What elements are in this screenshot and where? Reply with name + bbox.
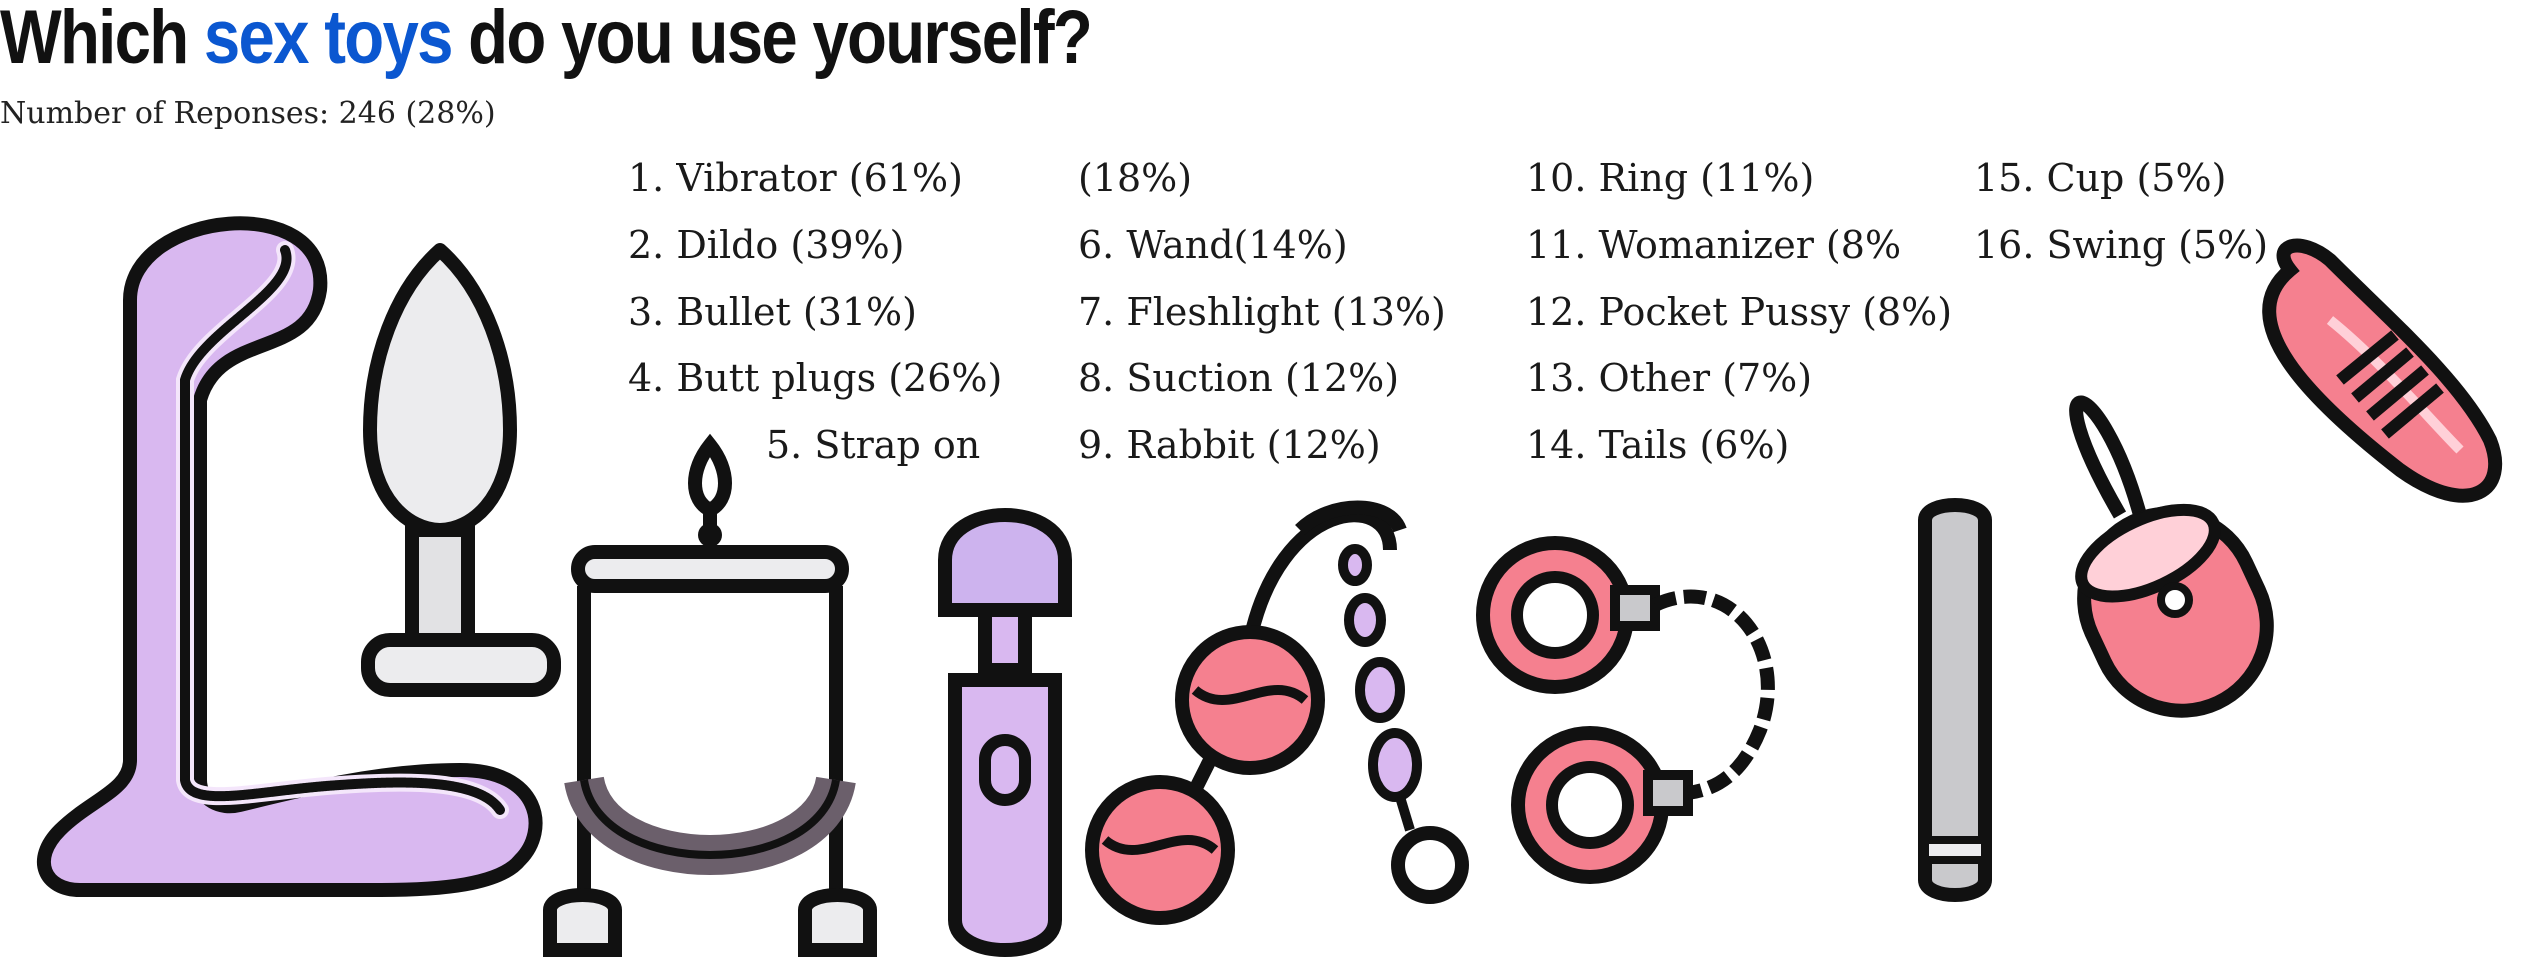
anal-beads-icon <box>1295 500 1469 904</box>
list-item: 7. Fleshlight (13%) <box>1078 290 1446 334</box>
handcuffs-icon <box>1476 536 1775 884</box>
list-item: 2. Dildo (39%) <box>628 223 905 267</box>
wand-icon <box>938 508 1072 957</box>
list-item: (18%) <box>1078 156 1193 200</box>
sex-swing-icon <box>543 433 877 957</box>
kegel-balls-icon <box>1085 508 1397 925</box>
list-item: 10. Ring (11%) <box>1526 156 1815 200</box>
butt-plug-icon <box>361 243 561 697</box>
page-title: Which sex toys do you use yourself? <box>0 0 1093 81</box>
dildo-icon <box>36 216 543 897</box>
list-item: 13. Other (7%) <box>1526 356 1813 400</box>
list-item: 11. Womanizer (8% <box>1526 223 1902 267</box>
list-item: 1. Vibrator (61%) <box>628 156 963 200</box>
list-item: 12. Pocket Pussy (8%) <box>1526 290 1953 334</box>
bullet-egg-icon <box>2069 395 2274 718</box>
list-item: 16. Swing (5%) <box>1974 223 2269 267</box>
list-item: 15. Cup (5%) <box>1974 156 2227 200</box>
list-item: 3. Bullet (31%) <box>628 290 917 334</box>
title-after: do you use yourself? <box>451 0 1093 80</box>
list-item: 4. Butt plugs (26%) <box>628 356 1003 400</box>
list-item: 5. Strap on <box>766 423 981 467</box>
vibrator-stick-icon <box>1918 498 1992 902</box>
response-count: Number of Reponses: 246 (28%) <box>0 96 496 131</box>
list-item: 6. Wand(14%) <box>1078 223 1348 267</box>
title-highlight: sex toys <box>203 0 454 80</box>
list-item: 8. Suction (12%) <box>1078 356 1400 400</box>
list-item: 9. Rabbit (12%) <box>1078 423 1381 467</box>
list-item: 14. Tails (6%) <box>1526 423 1790 467</box>
rope-icon <box>2262 238 2502 503</box>
title-before: Which <box>0 0 204 80</box>
